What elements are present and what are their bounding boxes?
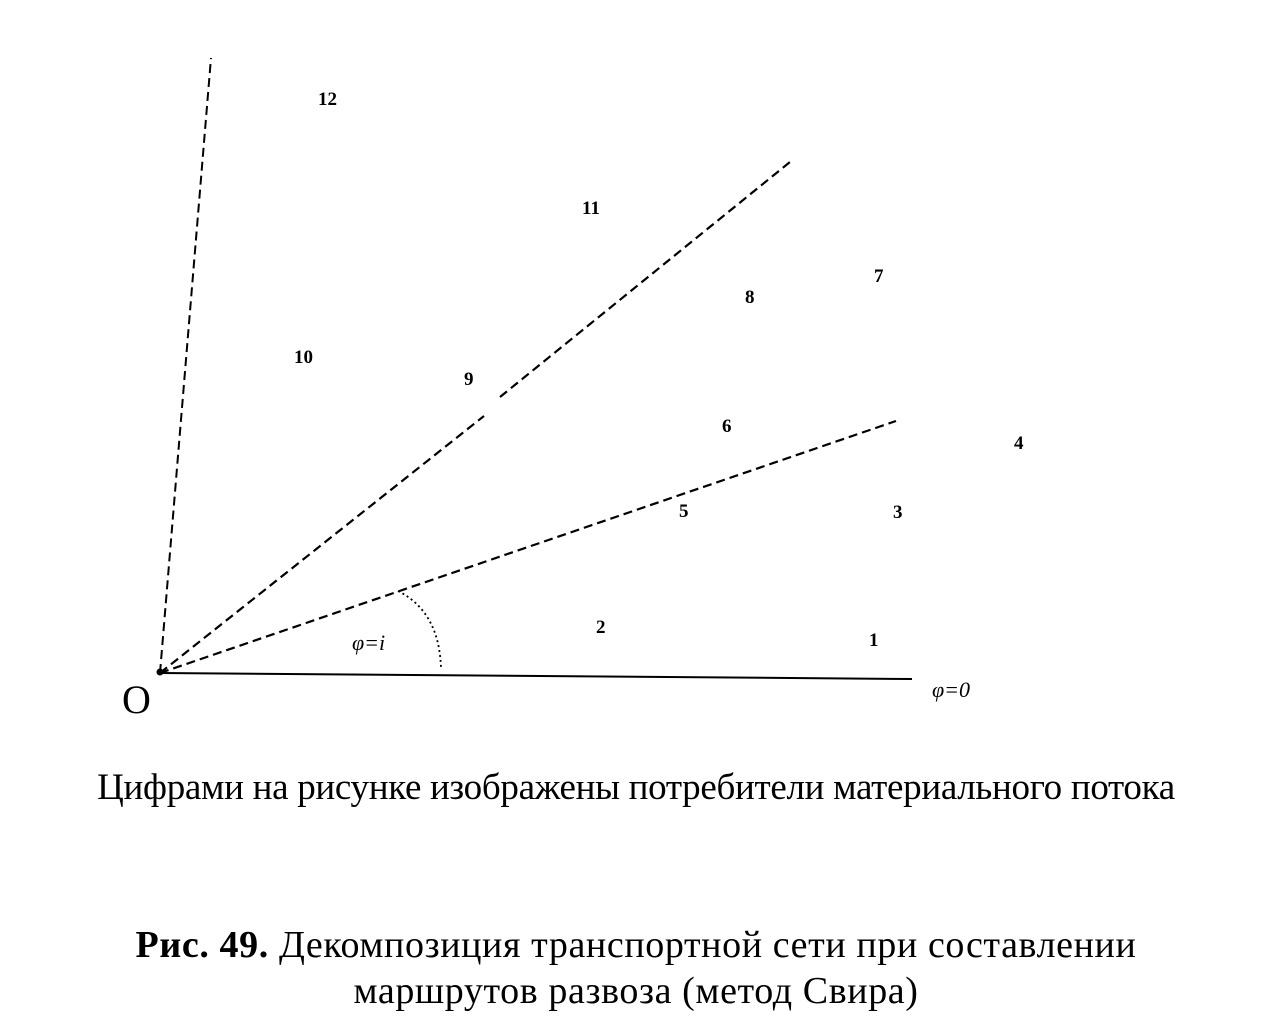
origin-label: O [122, 677, 151, 722]
consumer-9: 9 [464, 369, 474, 390]
consumer-10: 10 [294, 347, 313, 368]
angle-arc [397, 590, 442, 671]
sector-boundary-ray-2 [159, 415, 485, 674]
consumer-2: 2 [596, 617, 606, 638]
figure-caption: Рис. 49. Декомпозиция транспортной сети … [20, 922, 1252, 1014]
consumer-4: 4 [1014, 433, 1024, 454]
consumer-6: 6 [722, 416, 732, 437]
sweep-method-diagram: O φ=i φ=0 1 2 3 4 5 6 7 8 9 10 11 12 [122, 57, 1024, 722]
sector-boundary-ray-3 [159, 57, 212, 674]
caption-line-2: маршрутов развоза (метод Свира) [353, 970, 919, 1012]
sector-boundary-ray-2-upper [499, 161, 791, 398]
figure-note: Цифрами на рисунке изображены потребител… [97, 767, 1175, 808]
baseline-ray [159, 672, 913, 680]
sector-boundary-ray-1 [159, 419, 897, 675]
consumer-11: 11 [582, 198, 600, 219]
caption-prefix: Рис. 49. [135, 924, 269, 966]
consumer-3: 3 [893, 502, 903, 523]
angle-label-baseline: φ=0 [932, 677, 970, 702]
consumer-8: 8 [745, 287, 755, 308]
consumer-1: 1 [869, 630, 879, 651]
origin-point [156, 668, 164, 676]
consumer-12: 12 [318, 89, 337, 110]
caption-line-1: Рис. 49. Декомпозиция транспортной сети … [20, 922, 1252, 968]
angle-label-sector: φ=i [352, 630, 385, 655]
consumer-5: 5 [679, 501, 689, 522]
caption-title-part-1: Декомпозиция транспортной сети при соста… [278, 924, 1137, 966]
consumer-7: 7 [874, 266, 884, 287]
